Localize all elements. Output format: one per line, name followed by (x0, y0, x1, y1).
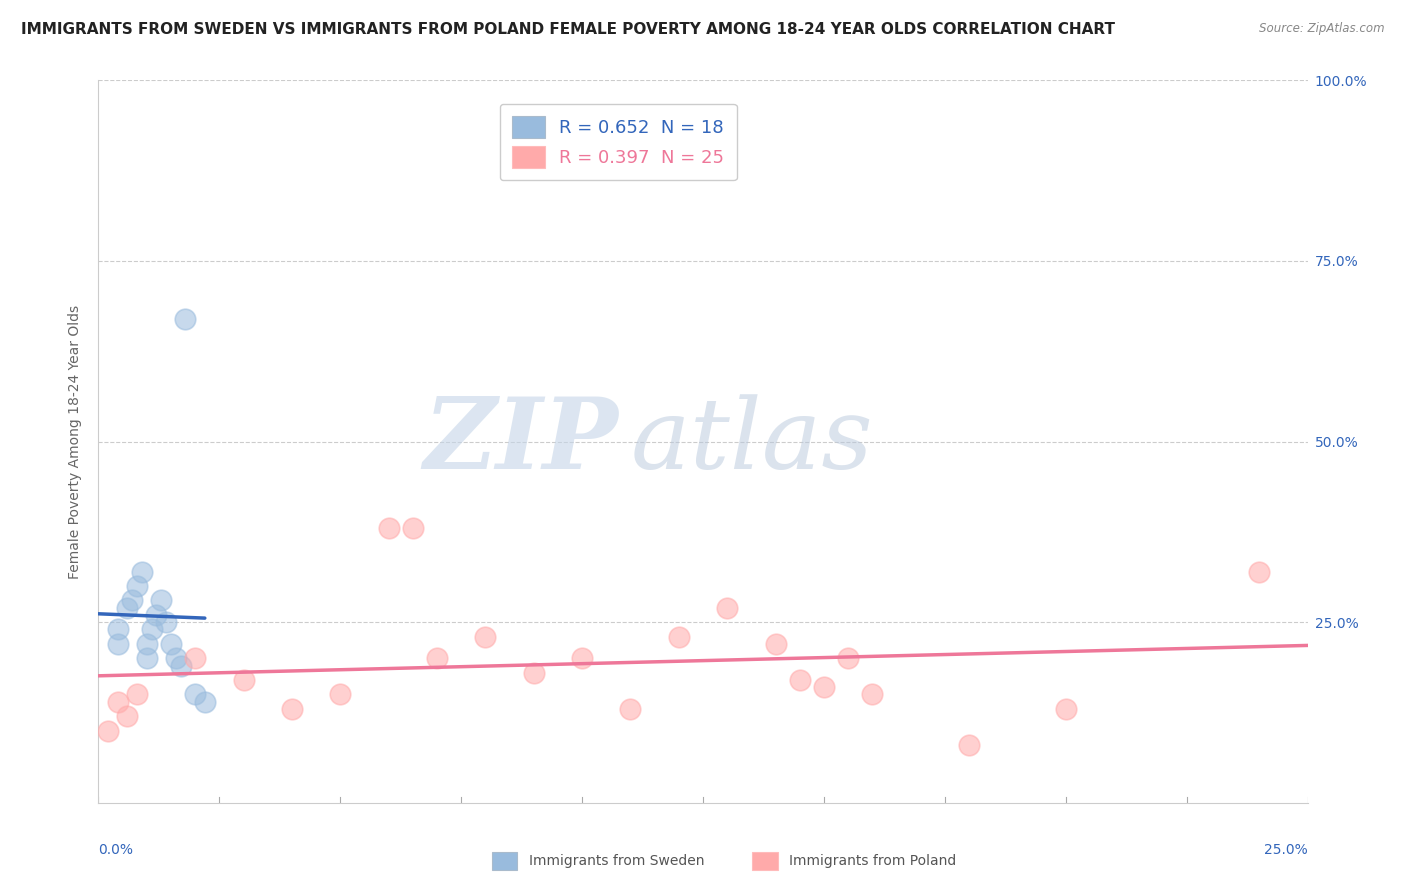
Point (135, 637, 157, 651)
Text: 25.0%: 25.0% (1264, 843, 1308, 856)
Point (155, 615, 177, 630)
Text: atlas: atlas (630, 394, 873, 489)
Point (150, 593, 173, 607)
Point (117, 600, 139, 615)
Text: 0.0%: 0.0% (98, 843, 134, 856)
Point (1054, 702, 1077, 716)
Point (160, 637, 183, 651)
Point (426, 651, 449, 665)
Point (232, 673, 254, 687)
Point (402, 521, 425, 535)
Point (474, 630, 496, 644)
Point (765, 637, 787, 651)
Point (127, 579, 149, 593)
Point (165, 651, 187, 665)
Point (860, 687, 883, 701)
Point (141, 623, 163, 637)
Point (281, 702, 304, 716)
Legend: R = 0.652  N = 18, R = 0.397  N = 25: R = 0.652 N = 18, R = 0.397 N = 25 (499, 103, 737, 180)
Point (668, 630, 690, 644)
Point (135, 651, 157, 665)
Point (957, 738, 980, 752)
Point (131, 565, 153, 579)
Point (194, 695, 217, 709)
Point (837, 651, 859, 665)
Point (117, 709, 139, 723)
Point (174, 311, 197, 326)
Text: IMMIGRANTS FROM SWEDEN VS IMMIGRANTS FROM POLAND FEMALE POVERTY AMONG 18-24 YEAR: IMMIGRANTS FROM SWEDEN VS IMMIGRANTS FRO… (21, 22, 1115, 37)
Point (813, 680, 835, 694)
Point (184, 687, 207, 701)
Point (145, 607, 167, 622)
Point (571, 651, 593, 665)
Text: Immigrants from Sweden: Immigrants from Sweden (529, 854, 704, 868)
Point (1249, 565, 1271, 579)
Point (107, 637, 129, 651)
Point (716, 600, 738, 615)
Point (127, 687, 149, 701)
Point (329, 687, 352, 701)
Text: Immigrants from Poland: Immigrants from Poland (789, 854, 956, 868)
Point (619, 702, 641, 716)
Text: Source: ZipAtlas.com: Source: ZipAtlas.com (1260, 22, 1385, 36)
Point (121, 593, 143, 607)
Point (523, 665, 546, 680)
Point (107, 623, 129, 637)
Point (169, 658, 191, 673)
Point (97, 723, 120, 738)
Point (184, 651, 207, 665)
Text: ZIP: ZIP (423, 393, 619, 490)
Point (107, 695, 129, 709)
Point (789, 673, 811, 687)
Point (377, 521, 399, 535)
Y-axis label: Female Poverty Among 18-24 Year Olds: Female Poverty Among 18-24 Year Olds (69, 304, 83, 579)
